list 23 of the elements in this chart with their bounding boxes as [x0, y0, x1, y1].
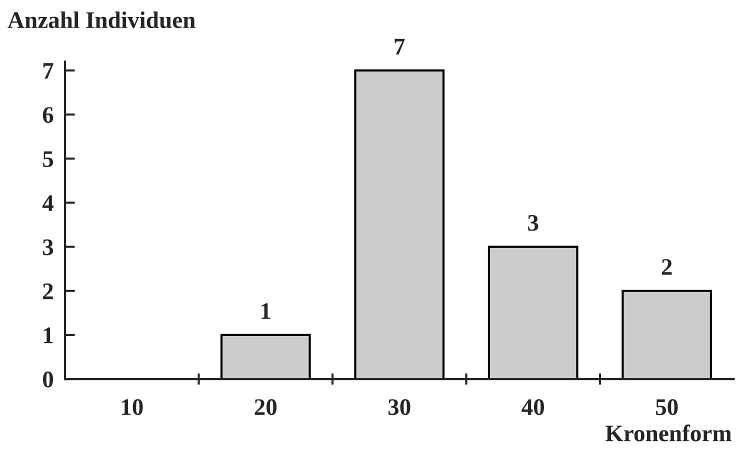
bar [354, 69, 445, 380]
bar [488, 246, 578, 380]
data-label: 7 [394, 38, 405, 54]
x-tick-label: 10 [122, 399, 143, 416]
x-tick-label: 40 [522, 399, 544, 416]
y-tick-label: 0 [42, 372, 53, 388]
data-label: 2 [662, 259, 672, 275]
x-axis-title: Kronenform [605, 424, 732, 442]
x-tick-label: 50 [656, 399, 678, 416]
y-tick-label: 7 [43, 63, 54, 79]
y-tick-label: 1 [44, 328, 53, 344]
x-tick-label: 20 [254, 399, 277, 416]
y-tick-label: 5 [43, 151, 54, 168]
data-label: 3 [528, 215, 538, 231]
y-tick-label: 6 [42, 107, 54, 123]
y-tick-label: 3 [42, 239, 54, 256]
y-tick-label: 4 [42, 195, 54, 211]
bar [220, 334, 311, 380]
y-axis-title: Anzahl Individuen [8, 12, 196, 28]
y-tick-label: 2 [43, 283, 53, 300]
data-label: 1 [262, 303, 270, 319]
bar [622, 290, 712, 380]
x-tick-label: 30 [388, 399, 410, 416]
